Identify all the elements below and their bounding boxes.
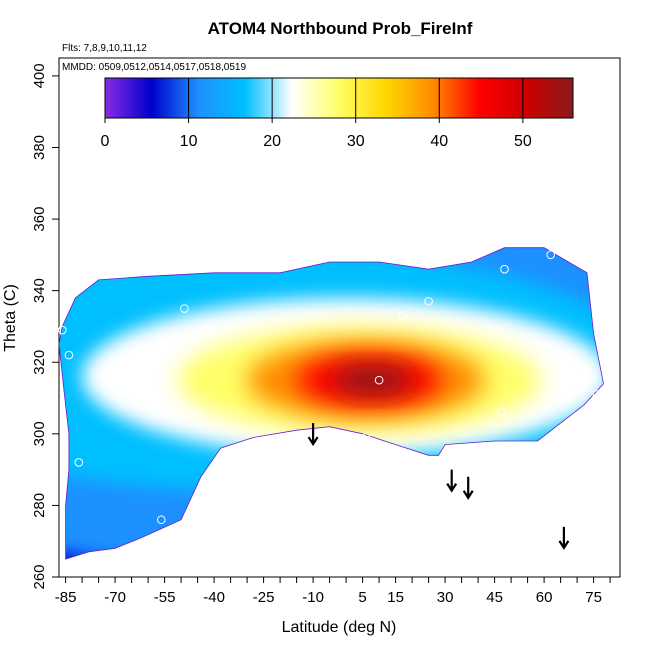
observation-point — [361, 433, 371, 442]
y-tick-label: 360 — [31, 207, 48, 232]
arrow-marker — [462, 476, 474, 500]
plot-frame — [58, 57, 621, 578]
x-tick-label: -10 — [302, 589, 324, 606]
colorbar-tick-label: 50 — [514, 133, 532, 150]
observation-point — [157, 515, 166, 525]
observation-point — [496, 408, 506, 417]
observation-point — [397, 311, 407, 321]
arrow-marker — [446, 469, 458, 493]
observation-point — [546, 250, 556, 260]
dates-annotation: MMDD: 0509,0512,0514,0517,0518,0519 — [62, 62, 246, 73]
heat-blob — [332, 365, 413, 395]
colorbar-tick-label: 40 — [430, 133, 448, 150]
y-tick-label: 380 — [31, 135, 48, 160]
observation-point — [500, 264, 509, 274]
x-tick-label: -25 — [253, 589, 275, 606]
colorbar-tick-label: 20 — [263, 133, 281, 150]
observation-point — [64, 350, 74, 360]
observation-point — [592, 390, 602, 399]
y-tick-label: 260 — [31, 564, 48, 589]
colorbar-tick-label: 30 — [347, 133, 365, 150]
observation-point — [374, 375, 384, 385]
y-tick-label: 320 — [31, 350, 48, 375]
x-axis: -85 -70 -55 -40 -25 -10 5 15 30 45 60 75 — [55, 577, 611, 606]
observation-point — [605, 375, 615, 385]
observation-point — [74, 458, 84, 467]
x-tick-label: 30 — [437, 589, 454, 606]
x-tick-label: 75 — [585, 589, 602, 606]
flights-annotation: Flts: 7,8,9,10,11,12 — [62, 43, 147, 54]
colorbar-ticks: 0 10 20 30 40 50 — [101, 78, 532, 150]
arrow-marker — [307, 423, 319, 447]
colorbar — [104, 77, 574, 119]
observation-point — [556, 368, 565, 378]
x-tick-label: 60 — [536, 589, 553, 606]
y-tick-label: 300 — [31, 421, 48, 446]
observation-point — [539, 357, 549, 367]
x-axis-label: Latitude (deg N) — [282, 619, 397, 636]
x-tick-label: -55 — [154, 589, 176, 606]
y-tick-label: 280 — [31, 493, 48, 518]
x-tick-label: 5 — [358, 589, 366, 606]
observation-point — [424, 297, 433, 306]
chart-title: ATOM4 Northbound Prob_FireInf — [208, 19, 473, 38]
x-tick-label: 15 — [387, 589, 404, 606]
arrows — [307, 423, 570, 550]
x-tick-label: -40 — [203, 589, 225, 606]
observation-point — [84, 275, 93, 285]
observation-point — [180, 304, 189, 313]
colorbar-tick-label: 10 — [180, 133, 198, 150]
x-tick-label: -85 — [55, 589, 77, 606]
heatmap-field — [59, 247, 604, 560]
observation-point — [153, 408, 163, 417]
domain-outline — [58, 247, 604, 560]
colorbar-tick-label: 0 — [101, 133, 110, 150]
x-tick-label: 45 — [486, 589, 503, 606]
y-axis-label: Theta (C) — [2, 284, 19, 352]
arrow-marker — [558, 526, 570, 550]
x-tick-label: -70 — [104, 589, 126, 606]
observation-point — [58, 325, 67, 335]
observation-point — [193, 411, 202, 421]
observation-points — [58, 250, 615, 525]
y-axis: 260 280 300 320 340 360 380 400 — [31, 63, 59, 590]
y-tick-label: 400 — [31, 63, 48, 88]
y-tick-label: 340 — [31, 278, 48, 303]
